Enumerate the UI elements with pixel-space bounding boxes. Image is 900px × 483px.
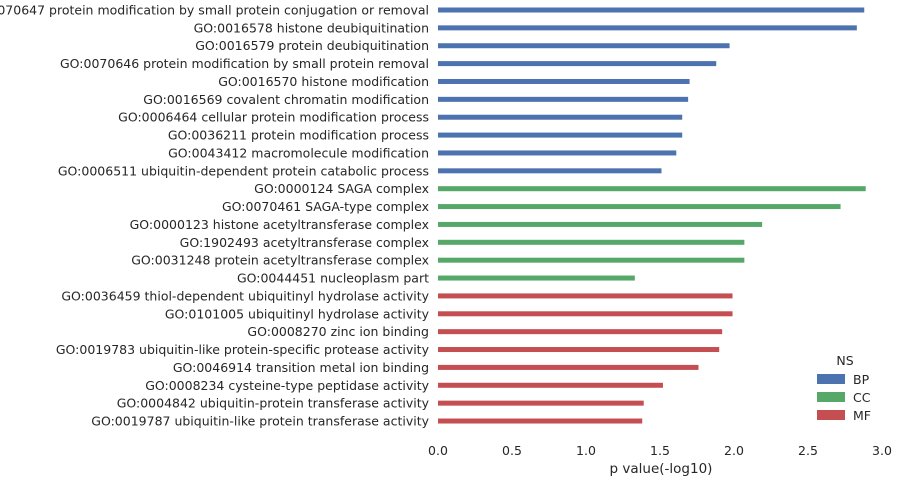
category-label: GO:0016570 histone modification [218,74,429,89]
bar-bp [438,61,717,67]
legend-entries: BP CC MF [817,372,871,423]
category-label: GO:0019787 ubiquitin-like protein transf… [91,414,429,429]
legend: NS BP CC MF [817,353,871,423]
bar-mf [438,329,723,335]
x-axis-label: p value(-log10) [610,461,713,477]
legend-label-bp: BP [853,372,870,387]
bar-cc [438,257,745,263]
category-label: GO:0070647 protein modification by small… [0,3,429,18]
category-label: GO:0019783 ubiquitin-like protein-specif… [56,342,430,357]
category-label: GO:0008270 zinc ion binding [247,324,429,339]
bar-mf [438,311,733,317]
x-tick-label: 2.0 [724,443,744,458]
bar-cc [438,186,866,192]
bar-bp [438,78,690,84]
bar-bp [438,7,865,13]
category-label: GO:0070461 SAGA-type complex [222,199,429,214]
bar-bp [438,43,730,49]
category-label: GO:0036459 thiol-dependent ubiquitinyl h… [61,288,429,303]
bar-mf [438,382,663,388]
x-tick-label: 0.5 [502,443,522,458]
category-label: GO:0046914 transition metal ion binding [173,360,429,375]
bar-cc [438,275,635,281]
category-label: GO:0070646 protein modification by small… [60,56,429,71]
bar-bp [438,168,662,174]
bar-mf [438,400,644,406]
bar-mf [438,364,699,370]
bar-bp [438,150,677,156]
category-label: GO:0016569 covalent chromatin modificati… [143,92,429,107]
bar-mf [438,293,733,299]
bar-mf [438,418,643,424]
category-label: GO:0004842 ubiquitin-protein transferase… [117,396,430,411]
bars-layer [438,7,866,424]
bar-bp [438,114,683,120]
category-label: GO:0031248 protein acetyltransferase com… [131,253,429,268]
x-axis-ticks: 0.0 0.5 1.0 1.5 2.0 2.5 3.0 [428,443,892,458]
x-tick-label: 1.0 [576,443,596,458]
x-tick-label: 0.0 [428,443,448,458]
legend-label-mf: MF [853,408,871,423]
bar-cc [438,239,745,245]
legend-swatch-mf [817,410,845,420]
bar-bp [438,132,683,138]
bar-bp [438,25,857,31]
category-label: GO:0016579 protein deubiquitination [195,38,429,53]
category-label: GO:0043412 macromolecule modification [168,145,429,160]
category-label: GO:0000124 SAGA complex [254,181,429,196]
category-label: GO:0000123 histone acetyltransferase com… [130,217,429,232]
legend-swatch-cc [817,392,845,402]
x-tick-label: 1.5 [650,443,670,458]
category-label: GO:0006464 cellular protein modification… [118,110,429,125]
category-label: GO:0016578 histone deubiquitination [194,20,429,35]
legend-swatch-bp [817,374,845,384]
bar-cc [438,221,763,227]
x-tick-label: 3.0 [872,443,892,458]
category-label: GO:0008234 cysteine-type peptidase activ… [145,378,429,393]
bar-mf [438,347,720,353]
category-label: GO:0044451 nucleoplasm part [237,271,429,286]
category-label: GO:1902493 acetyltransferase complex [180,235,429,250]
category-label: GO:0036211 protein modification process [168,128,429,143]
legend-title: NS [836,353,853,368]
legend-label-cc: CC [853,390,871,405]
bar-cc [438,204,841,210]
category-label: GO:0101005 ubiquitinyl hydrolase activit… [165,306,430,321]
category-label: GO:0006511 ubiquitin-dependent protein c… [58,163,429,178]
category-labels: GO:0070647 protein modification by small… [0,3,430,429]
bar-bp [438,96,689,102]
x-tick-label: 2.5 [798,443,818,458]
